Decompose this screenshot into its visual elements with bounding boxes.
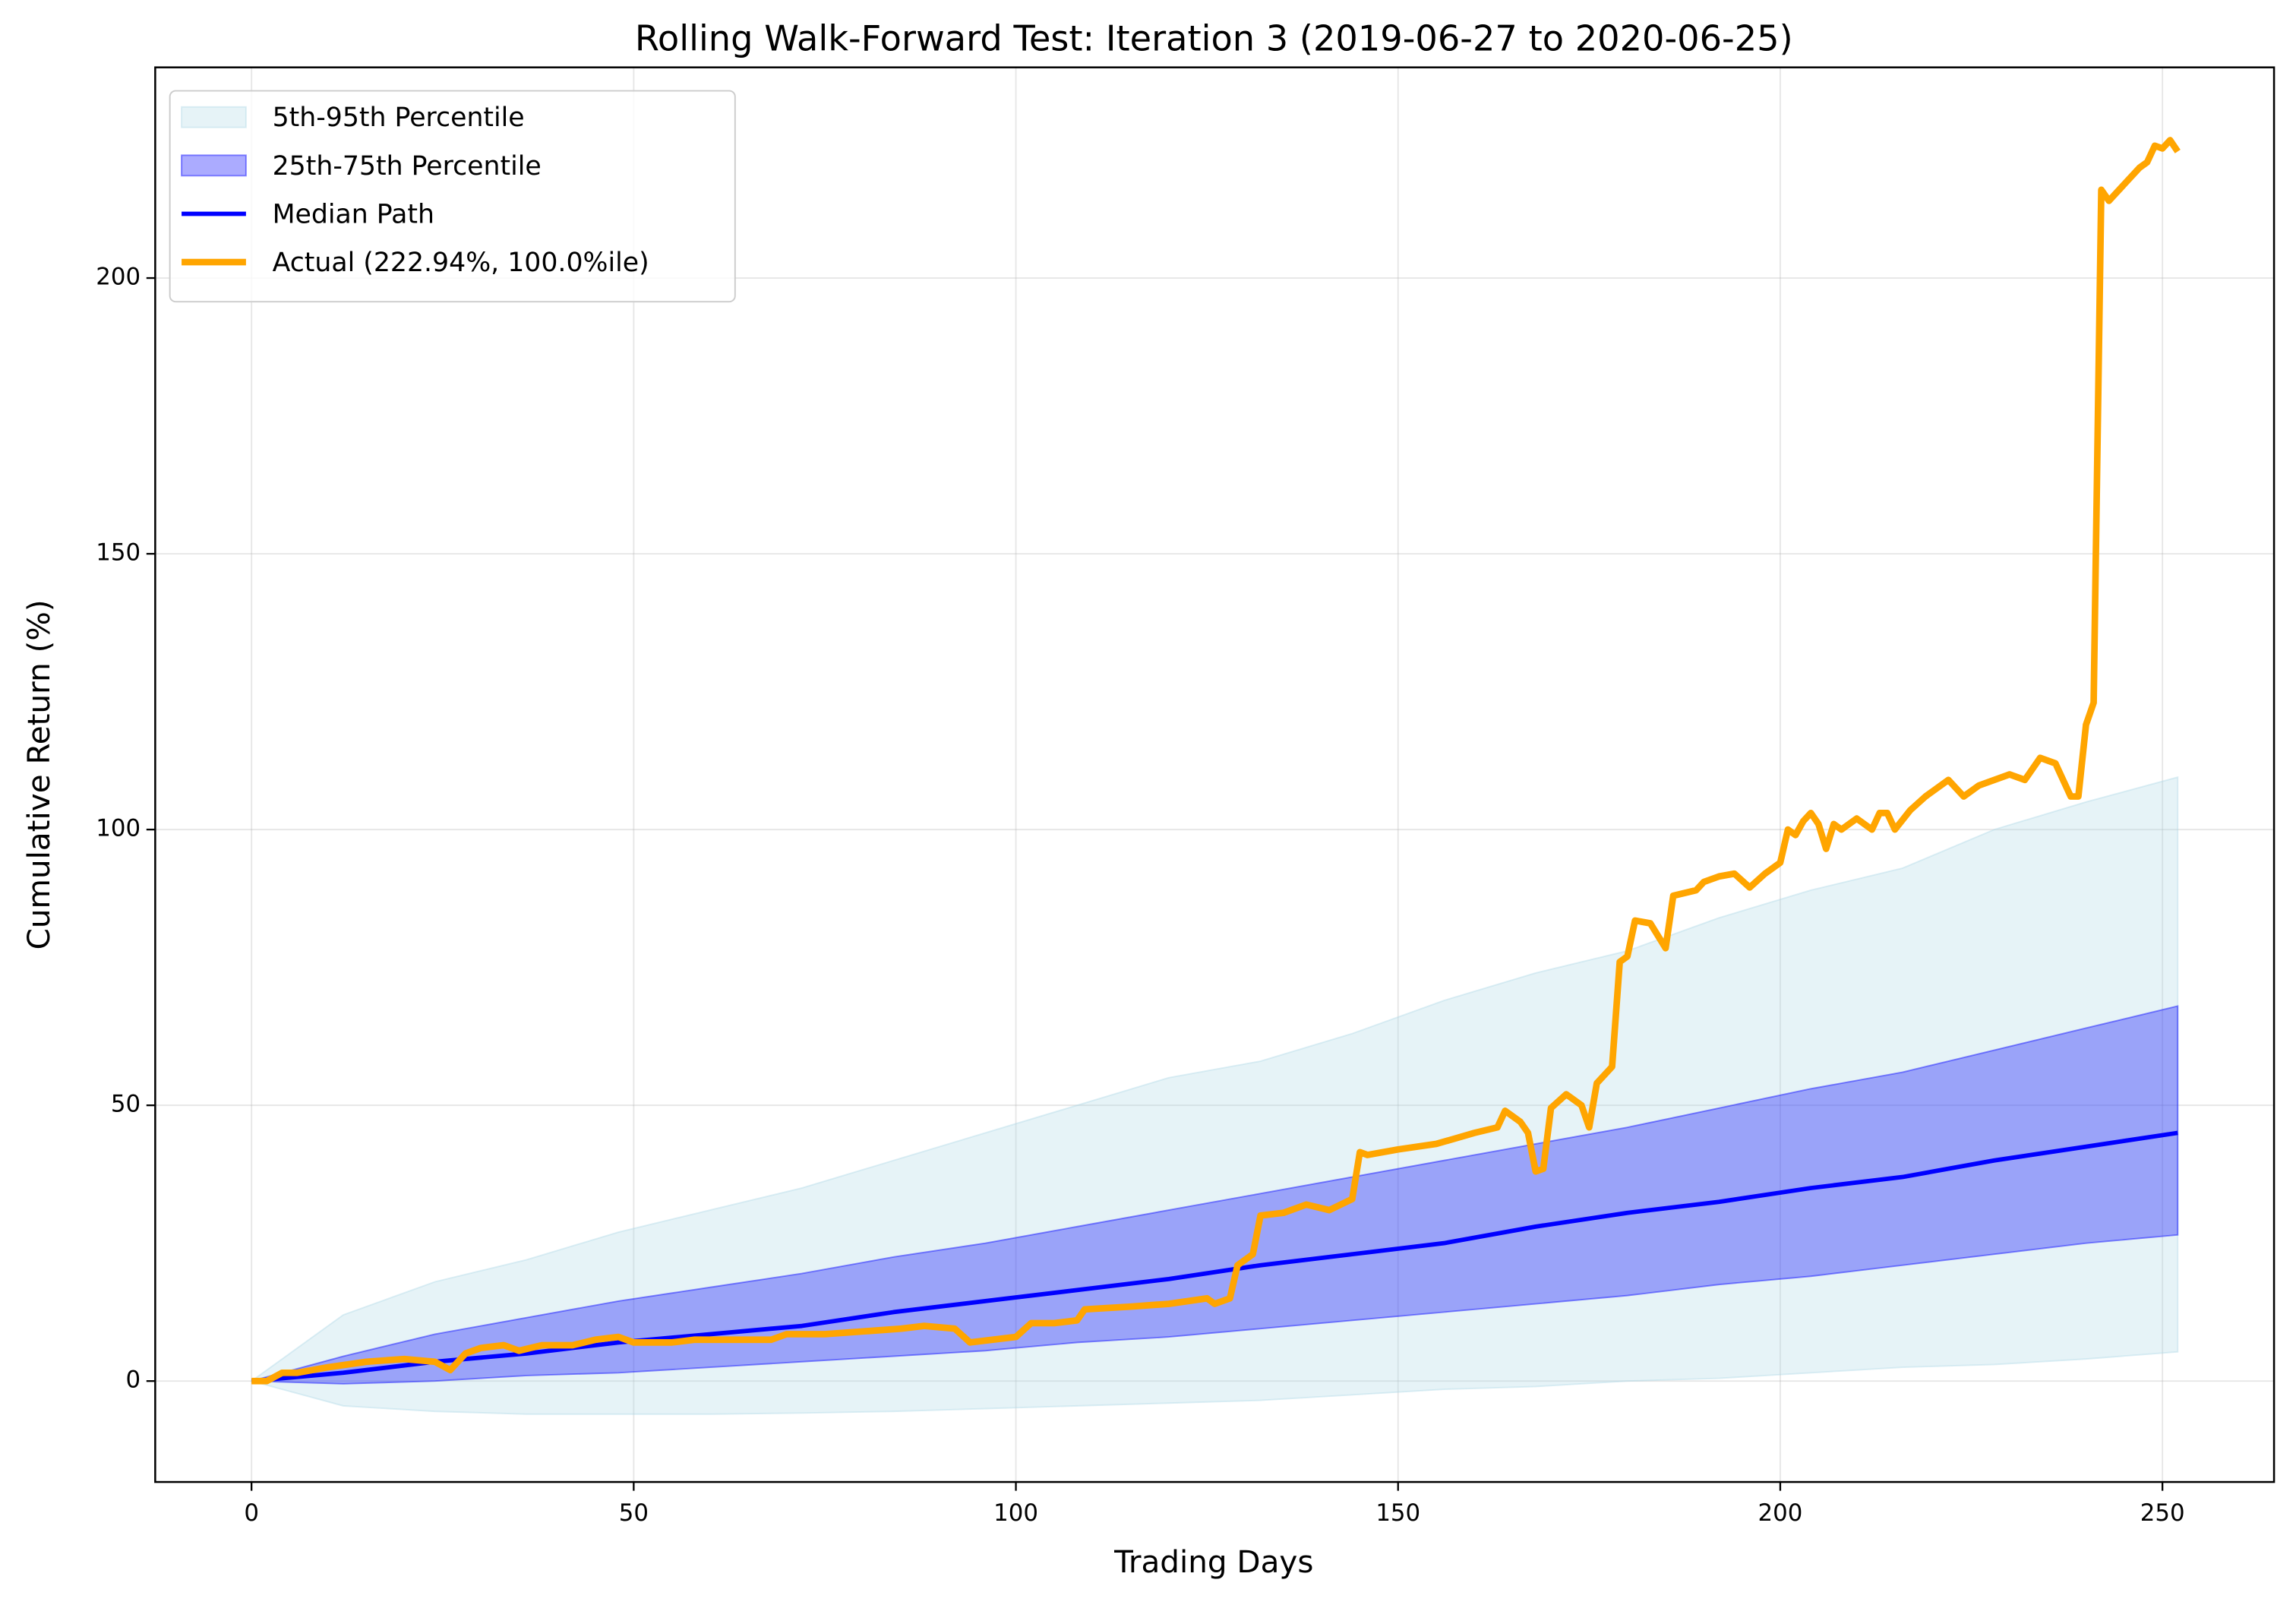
legend-swatch <box>181 154 247 177</box>
legend-label: 5th-95th Percentile <box>273 103 525 133</box>
legend-box <box>169 90 736 303</box>
y-tick-label: 100 <box>96 815 141 842</box>
plot-area <box>249 137 2181 1415</box>
percentile-band <box>251 1005 2179 1385</box>
legend-label: Actual (222.94%, 100.0%ile) <box>273 248 649 278</box>
y-tick-label: 50 <box>111 1091 141 1118</box>
y-tick-label: 150 <box>96 539 141 567</box>
x-axis-label: Trading Days <box>1113 1543 1313 1580</box>
percentile-band <box>249 776 2179 1415</box>
legend: 5th-95th Percentile 25th-75th Percentile M… <box>169 90 736 303</box>
ticks: 0 50 100 150 200 250 0 50 100 150 200 <box>96 264 2184 1527</box>
y-tick-label: 0 <box>125 1366 141 1394</box>
legend-swatch <box>181 106 247 128</box>
chart-title: Rolling Walk-Forward Test: Iteration 3 (… <box>635 17 1793 58</box>
x-tick-label: 200 <box>1758 1499 1803 1527</box>
legend-label: Median Path <box>273 199 434 229</box>
legend-label: 25th-75th Percentile <box>273 151 542 182</box>
x-tick-label: 100 <box>993 1499 1038 1527</box>
x-tick-label: 0 <box>244 1499 259 1527</box>
series-line <box>251 137 2181 1385</box>
y-axis-label: Cumulative Return (%) <box>21 599 57 949</box>
x-tick-label: 250 <box>2140 1499 2185 1527</box>
axes-frame <box>154 66 2275 1483</box>
y-tick-label: 200 <box>96 264 141 291</box>
grid <box>155 67 2275 1483</box>
x-tick-label: 150 <box>1375 1499 1420 1527</box>
x-tick-label: 50 <box>619 1499 649 1527</box>
